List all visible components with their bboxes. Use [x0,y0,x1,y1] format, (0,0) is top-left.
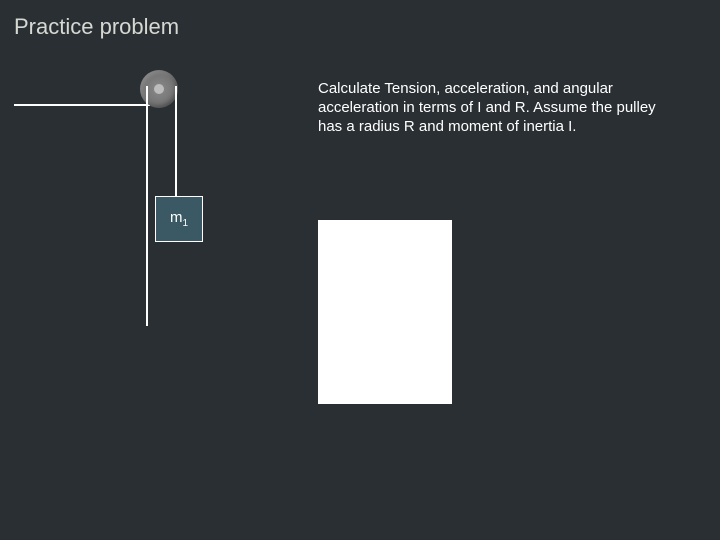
work-area-placeholder [318,220,452,404]
slide-title: Practice problem [14,14,179,40]
pulley-axle [154,84,164,94]
surface-line [14,104,150,106]
slide: Practice problem Calculate Tension, acce… [0,0,720,540]
mass-label-subscript: 1 [182,218,188,229]
problem-statement: Calculate Tension, acceleration, and ang… [318,80,658,136]
mass-block: m1 [155,196,203,242]
string-segment-right [175,86,177,196]
mass-label-base: m [170,209,183,226]
mass-label: m1 [170,209,188,229]
string-segment-left [146,86,148,326]
